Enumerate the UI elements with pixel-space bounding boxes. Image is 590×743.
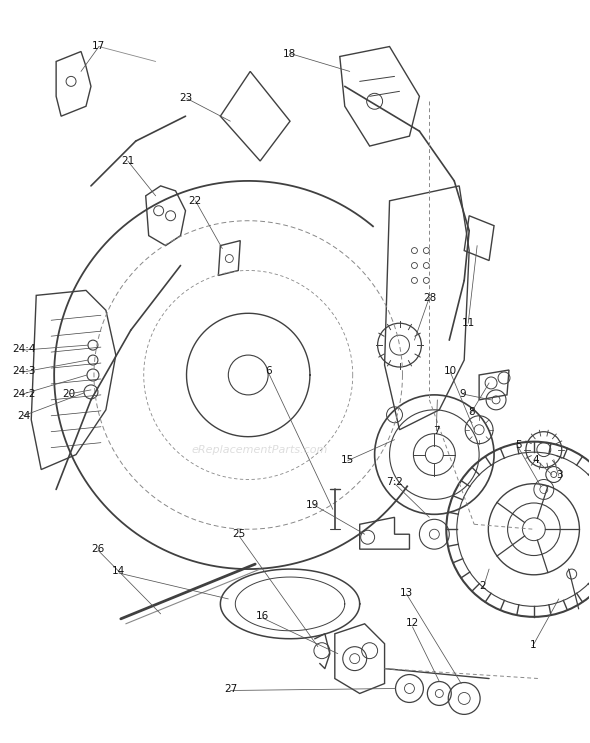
Text: 26: 26 <box>91 544 105 554</box>
Text: 3: 3 <box>556 470 562 480</box>
Text: 7:2: 7:2 <box>386 478 404 487</box>
Text: 23: 23 <box>180 93 193 103</box>
Text: 24:4: 24:4 <box>12 344 35 354</box>
Text: 10: 10 <box>444 366 457 377</box>
Text: 22: 22 <box>189 196 202 207</box>
Text: 2: 2 <box>480 581 486 591</box>
Text: 9: 9 <box>459 389 466 399</box>
Text: 12: 12 <box>406 618 419 628</box>
Text: 11: 11 <box>461 319 475 328</box>
Text: 8: 8 <box>468 407 474 417</box>
Text: 16: 16 <box>256 611 269 620</box>
Text: 15: 15 <box>341 455 355 465</box>
Text: 4: 4 <box>532 455 539 465</box>
Text: 21: 21 <box>121 156 135 166</box>
Text: 7: 7 <box>432 426 439 435</box>
Text: 18: 18 <box>283 48 296 59</box>
Text: 24:3: 24:3 <box>12 366 35 377</box>
Text: 13: 13 <box>400 588 413 598</box>
Text: 19: 19 <box>306 499 319 510</box>
Text: 1: 1 <box>529 640 536 650</box>
Text: 27: 27 <box>224 684 237 695</box>
Text: eReplacementParts.com: eReplacementParts.com <box>192 444 329 455</box>
Text: 25: 25 <box>232 529 246 539</box>
Text: 24:2: 24:2 <box>12 389 35 399</box>
Text: 14: 14 <box>112 566 126 576</box>
Text: 28: 28 <box>424 293 437 302</box>
Text: 24: 24 <box>17 411 30 421</box>
Text: 17: 17 <box>91 41 105 51</box>
Text: 20: 20 <box>63 389 76 399</box>
Text: 5: 5 <box>515 441 522 450</box>
Text: 6: 6 <box>266 366 272 377</box>
